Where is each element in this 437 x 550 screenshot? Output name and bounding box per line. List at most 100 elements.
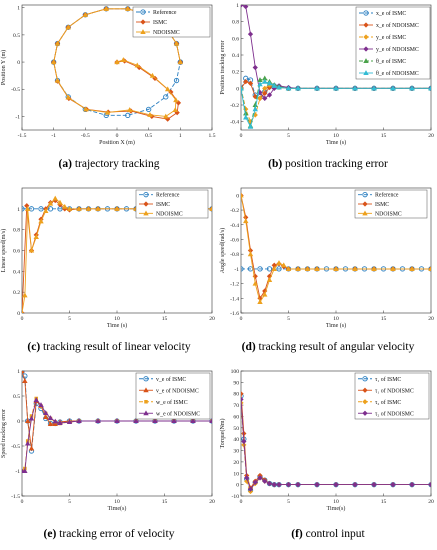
data-point-2	[22, 310, 24, 313]
x-tick-label: 15	[381, 316, 387, 322]
y-tick-label: 0	[17, 311, 20, 317]
data-point-2	[24, 206, 31, 211]
data-point-5	[285, 85, 292, 91]
data-point-3	[266, 480, 273, 487]
legend: Reference ISMC NDOISMC	[354, 189, 428, 219]
legend-marker	[143, 192, 149, 198]
legend-marker	[362, 399, 368, 405]
caption-f: (f) control input	[219, 528, 437, 540]
x-tick-label: 0.5	[145, 133, 152, 139]
data-point-2	[114, 206, 120, 211]
data-point-2	[104, 109, 111, 115]
y-tick-label: 0.2	[13, 290, 20, 296]
data-point-5	[409, 85, 415, 91]
data-point-2	[43, 208, 49, 213]
y-tick-label: -1	[234, 267, 239, 273]
x-tick-label: 10	[333, 133, 339, 139]
legend-marker	[363, 70, 369, 76]
x-axis-label: Position X (m)	[99, 139, 135, 146]
legend-marker	[362, 210, 368, 216]
data-point-3	[371, 482, 377, 488]
y-tick-label: -0.6	[230, 237, 239, 243]
y-tick-label: 90	[233, 380, 239, 386]
data-point-2	[22, 292, 28, 298]
legend-marker	[143, 410, 149, 416]
chart-d: 0 5 10 15 20 -1.6 -1.4 -1.2 -1 -0.8 -0.6 -0.4 -0.2 0 T…	[219, 187, 434, 329]
y-axis-label: Linear speed(m/s)	[0, 229, 7, 272]
legend-marker	[144, 399, 148, 404]
legend-entry: w_e of NDOISMC	[156, 410, 200, 417]
y-tick-label: 40	[233, 437, 239, 443]
data-point-2	[65, 94, 71, 100]
data-point-2	[241, 192, 244, 198]
panel-a: -1.5 -1 -0.5 0 0.5 1 1.5 -1 -0.5 0 0.5 1 Position X …	[0, 0, 218, 183]
caption-c: (c) tracking result of linear velocity	[0, 341, 218, 353]
data-point-3	[352, 482, 358, 488]
legend-marker	[362, 192, 368, 198]
data-point-2	[62, 203, 68, 209]
data-point-3	[241, 396, 244, 403]
data-point-0	[22, 206, 25, 212]
series-line-0	[53, 8, 181, 116]
data-point-5	[352, 85, 358, 91]
y-axis-label: Torque(Nm)	[219, 419, 226, 449]
data-point-3	[95, 418, 101, 424]
legend-entry: v_e of ISMC	[156, 376, 186, 383]
x-tick-label: 5	[287, 133, 290, 139]
data-point-3	[133, 418, 139, 424]
data-point-2	[82, 11, 89, 17]
data-point-5	[371, 85, 377, 91]
x-axis-label: Time (s)	[107, 322, 127, 329]
series-line-2	[53, 8, 181, 117]
data-point-3	[152, 418, 158, 424]
x-axis-label: Time(s)	[327, 505, 346, 512]
x-tick-label: -1	[51, 133, 56, 139]
data-point-2	[54, 77, 61, 83]
legend-entry: Reference	[375, 192, 399, 199]
data-point-2	[333, 266, 339, 271]
data-point-2	[371, 266, 377, 271]
caption-b-label: (b)	[268, 158, 283, 170]
caption-c-text: tracking result of linear velocity	[40, 341, 191, 353]
data-point-3	[114, 418, 120, 424]
caption-b: (b) position tracking error	[219, 158, 437, 170]
caption-d-label: (d)	[241, 341, 256, 353]
legend-marker	[140, 9, 146, 15]
legend-entry: τ₁ of NDOISMC	[375, 387, 414, 394]
y-tick-label: 0.5	[13, 394, 20, 400]
data-point-3	[243, 5, 249, 10]
legend-marker	[363, 34, 369, 40]
caption-a-label: (a)	[58, 158, 72, 170]
legend: Reference ISMC NDOISMC	[132, 6, 211, 38]
y-axis-label: Position Y (m)	[0, 50, 7, 85]
data-point-0	[173, 77, 180, 84]
data-point-2	[163, 113, 169, 119]
legend-entry: θ_e of NDOISMC	[376, 70, 419, 77]
data-point-3	[409, 482, 415, 488]
legend-entry: y_e of NDOISMC	[376, 46, 419, 53]
y-tick-label: -0.2	[230, 103, 239, 109]
legend-entry: θ_e of ISMC	[376, 58, 406, 65]
data-point-2	[50, 59, 57, 65]
panel-b: 0 5 10 15 20 -0.4 -0.2 0 0.2 0.4 0.6 0.8 1 Time (s) Po…	[219, 0, 437, 183]
y-tick-label: -0.4	[230, 120, 239, 126]
caption-b-text: position tracking error	[282, 158, 388, 170]
legend: v_e of ISMC v_e of NDOISMC w_e of ISMC w_e …	[135, 372, 211, 420]
data-point-3	[262, 95, 268, 101]
y-tick-label: 60	[233, 414, 239, 420]
legend-marker	[362, 410, 368, 416]
y-tick-label: -1	[15, 114, 20, 120]
legend-marker	[143, 201, 149, 207]
data-point-1	[22, 371, 25, 374]
data-point-1	[43, 414, 49, 420]
x-tick-label: 0	[240, 499, 243, 505]
legend-marker	[140, 29, 146, 35]
data-point-3	[276, 482, 282, 488]
y-tick-label: 1	[17, 6, 20, 12]
data-point-2	[172, 107, 178, 112]
caption-c-label: (c)	[27, 341, 41, 353]
data-point-2	[247, 251, 254, 257]
y-tick-label: 1	[17, 369, 20, 375]
x-tick-label: 15	[381, 133, 387, 139]
data-point-2	[126, 107, 133, 112]
